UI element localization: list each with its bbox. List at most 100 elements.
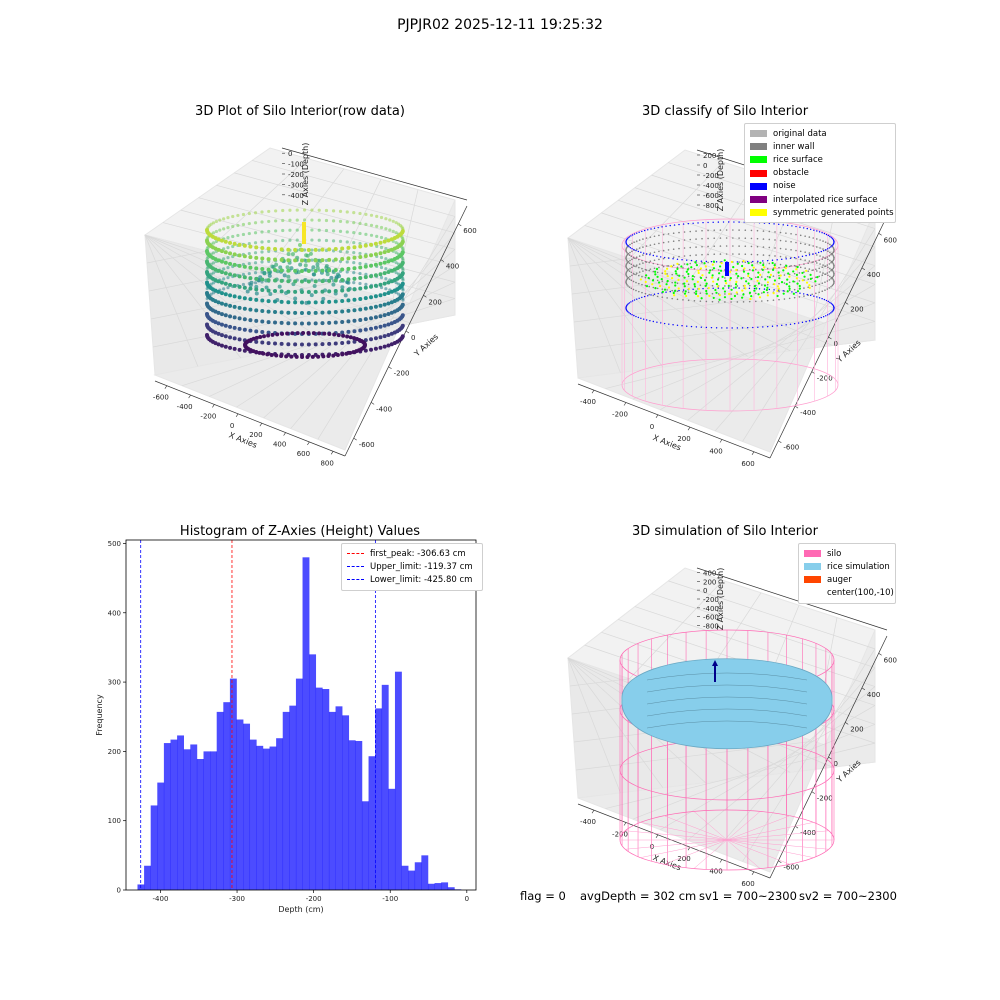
data-point xyxy=(340,288,345,293)
data-point xyxy=(384,217,388,221)
data-point xyxy=(629,251,631,254)
data-point xyxy=(322,331,327,336)
data-point xyxy=(816,254,818,256)
data-point xyxy=(833,266,835,268)
y-tick xyxy=(811,791,815,794)
data-point xyxy=(815,276,817,279)
data-point xyxy=(682,275,684,277)
data-point xyxy=(346,319,351,324)
data-point xyxy=(327,247,332,252)
data-point xyxy=(799,226,801,228)
data-point xyxy=(719,253,722,255)
data-point xyxy=(757,293,760,296)
data-point xyxy=(730,260,734,264)
data-point xyxy=(825,299,828,302)
data-point xyxy=(293,300,298,305)
data-point xyxy=(358,261,362,266)
data-point xyxy=(766,283,769,286)
x-axis-line xyxy=(577,803,771,879)
z-tick-label: -600 xyxy=(703,614,719,622)
data-point xyxy=(674,270,677,273)
data-point xyxy=(320,279,325,284)
data-point xyxy=(242,264,247,269)
data-point xyxy=(375,234,379,238)
raw-data-3d-plot: -600-400-2000200400600800-600-400-200020… xyxy=(143,143,477,467)
data-point xyxy=(254,308,259,313)
data-point xyxy=(741,289,744,292)
data-point xyxy=(661,290,664,293)
data-point xyxy=(798,287,802,290)
data-point xyxy=(717,269,720,271)
data-point xyxy=(373,241,378,246)
z-tick-label: -100 xyxy=(288,161,304,169)
histogram-bar xyxy=(289,705,297,890)
data-point xyxy=(331,353,336,358)
data-point xyxy=(822,248,824,250)
data-point xyxy=(732,245,734,247)
data-point xyxy=(625,263,628,265)
data-point xyxy=(821,266,824,269)
data-point xyxy=(635,281,637,284)
data-point xyxy=(242,348,247,353)
data-point xyxy=(386,343,391,348)
data-point xyxy=(262,270,267,275)
data-point xyxy=(828,313,831,315)
x-tick-label: -400 xyxy=(580,818,596,826)
legend-label: original data xyxy=(773,128,827,139)
data-point xyxy=(310,258,314,262)
data-point xyxy=(358,255,363,260)
data-point xyxy=(340,246,345,251)
data-point xyxy=(662,241,665,244)
data-point xyxy=(831,245,833,247)
data-point xyxy=(626,284,628,286)
data-point xyxy=(803,293,805,295)
data-point xyxy=(827,258,829,261)
data-point xyxy=(257,350,262,355)
data-point xyxy=(755,276,757,279)
data-point xyxy=(254,266,259,271)
grid-line xyxy=(567,657,621,793)
data-point xyxy=(348,335,353,340)
data-point xyxy=(232,283,237,288)
y-tick xyxy=(794,825,799,829)
data-point xyxy=(700,297,703,300)
data-point xyxy=(750,229,753,232)
data-point xyxy=(707,229,709,232)
data-point xyxy=(748,276,751,279)
data-point xyxy=(823,232,826,235)
data-point xyxy=(378,324,383,329)
data-point xyxy=(807,286,809,288)
data-point xyxy=(270,332,275,337)
data-point xyxy=(772,292,775,295)
data-point xyxy=(833,248,835,250)
data-point xyxy=(815,260,817,263)
data-point xyxy=(805,281,809,284)
data-point xyxy=(260,277,265,282)
data-point xyxy=(669,290,671,293)
data-point xyxy=(785,324,787,326)
data-point xyxy=(678,231,680,234)
data-point xyxy=(317,331,322,336)
data-point xyxy=(745,280,748,283)
data-point xyxy=(293,342,298,347)
data-point xyxy=(733,287,735,289)
data-point xyxy=(642,246,644,248)
data-point xyxy=(288,228,292,232)
data-point xyxy=(755,287,758,290)
legend-item: symmetric generated points xyxy=(750,206,894,219)
data-point xyxy=(626,276,628,278)
data-point xyxy=(305,354,310,359)
data-point xyxy=(625,239,628,241)
data-point xyxy=(358,271,362,276)
legend-swatch xyxy=(804,550,821,558)
data-point xyxy=(644,284,647,287)
data-point xyxy=(647,295,649,297)
data-point xyxy=(345,230,349,234)
data-point xyxy=(267,239,271,244)
data-point xyxy=(687,291,690,294)
data-point xyxy=(653,251,656,254)
data-point xyxy=(788,287,791,290)
data-point xyxy=(783,274,786,276)
data-point xyxy=(645,261,648,263)
data-point xyxy=(829,251,831,254)
